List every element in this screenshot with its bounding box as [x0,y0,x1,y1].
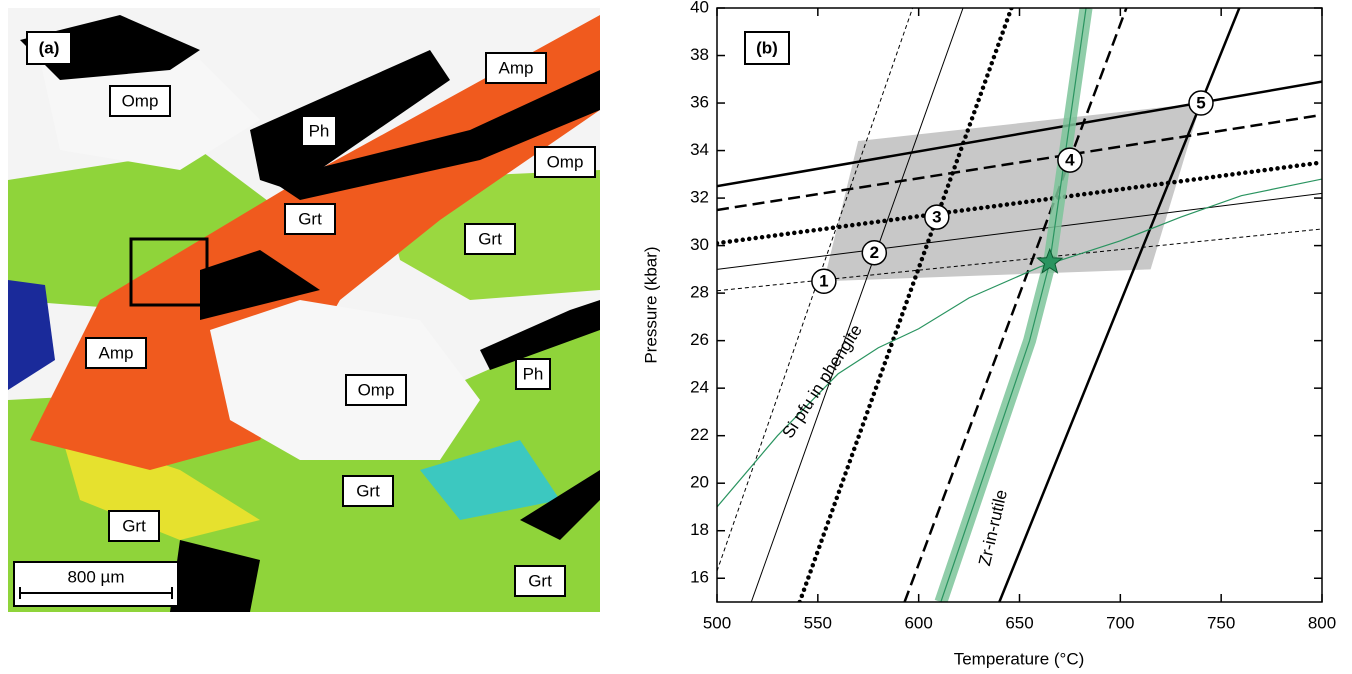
y-tick-label: 18 [690,520,709,539]
y-tick-label: 22 [690,425,709,444]
x-axis-label: Temperature (°C) [954,649,1085,668]
x-tick-label: 500 [703,613,731,632]
mineral-label: Amp [99,343,134,362]
y-tick-label: 38 [690,45,709,64]
x-tick-label: 700 [1106,613,1134,632]
series-line [905,8,1127,602]
y-tick-label: 28 [690,283,709,302]
x-tick-label: 600 [904,613,932,632]
chart-panel: Temperature (°C) Pressure (kbar) 500 550 6… [641,0,1336,668]
mineral-label: Grt [478,229,502,248]
y-tick-label: 24 [690,378,709,397]
scale-bar-label: 800 µm [67,567,124,586]
x-tick-label: 800 [1308,613,1336,632]
mineral-label: Ph [523,364,544,383]
y-tick-label: 20 [690,473,709,492]
y-tick-label: 16 [690,568,709,587]
y-tick-label: 26 [690,330,709,349]
point-label: 1 [819,272,828,291]
y-axis-label: Pressure (kbar) [641,246,660,363]
panel-label: (a) [39,38,60,57]
mineral-label: Grt [356,481,380,500]
y-tick-label: 30 [690,235,709,254]
mineral-label: Grt [528,571,552,590]
point-label: 2 [870,243,879,262]
plot-area [717,8,1322,602]
mineral-label: Grt [298,209,322,228]
figure: (a) Omp Amp Ph Omp Grt Grt Amp Ph Omp Gr… [0,0,1352,674]
point-label: 4 [1065,151,1075,170]
panel-label: (b) [756,38,778,57]
annotation: Si pfu in phengite [778,321,865,442]
y-tick-label: 34 [690,140,709,159]
mineral-label: Omp [122,91,159,110]
y-tick-label: 36 [690,93,709,112]
y-tick-label: 32 [690,188,709,207]
x-tick-label: 750 [1207,613,1235,632]
point-label: 5 [1196,94,1205,113]
mineral-label: Omp [547,152,584,171]
series-line [941,8,1086,602]
mineral-label: Amp [499,58,534,77]
x-tick-label: 550 [804,613,832,632]
band [941,8,1086,602]
mineral-label: Omp [358,380,395,399]
y-tick-label: 40 [690,0,709,16]
mineral-label: Grt [122,516,146,535]
mineral-label: Ph [309,121,330,140]
x-tick-label: 650 [1005,613,1033,632]
point-label: 3 [932,208,941,227]
series-line [751,8,963,602]
series-line [800,8,1012,602]
image-panel: (a) Omp Amp Ph Omp Grt Grt Amp Ph Omp Gr… [8,8,600,612]
